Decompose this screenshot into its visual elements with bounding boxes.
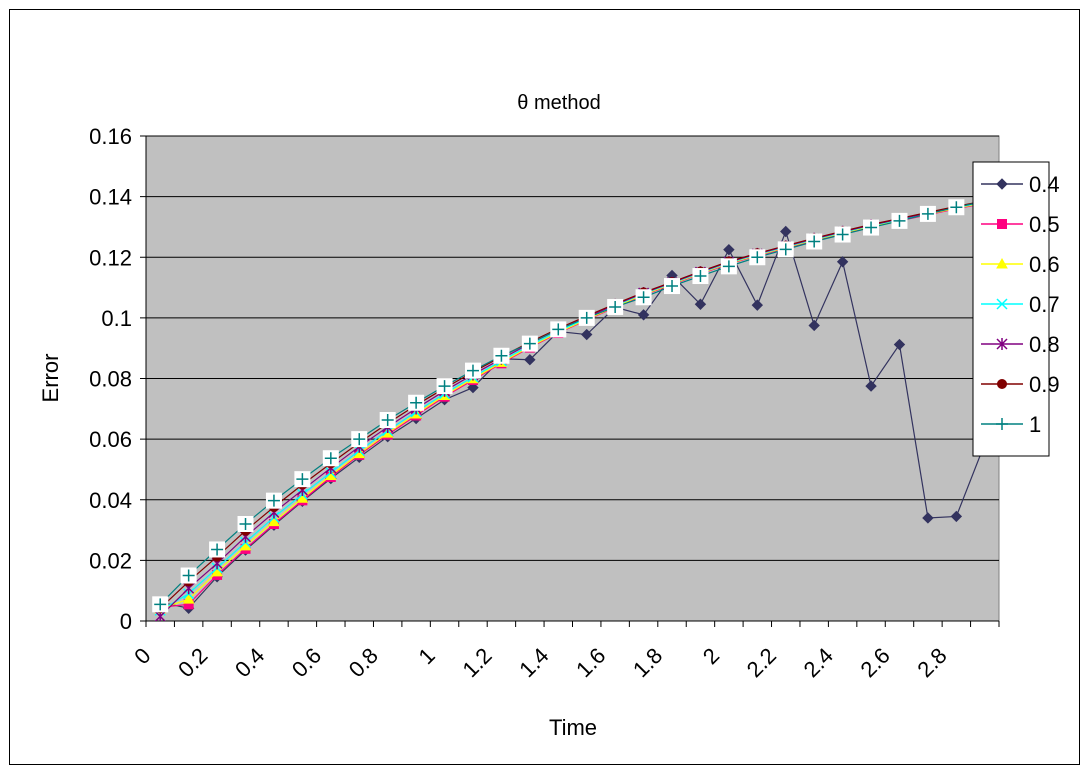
data-point bbox=[694, 270, 707, 283]
data-point bbox=[865, 380, 877, 392]
data-point bbox=[580, 311, 593, 324]
legend-label: 0.9 bbox=[1029, 372, 1060, 397]
legend-marker bbox=[996, 257, 1008, 269]
legend-marker bbox=[996, 418, 1008, 430]
data-point bbox=[182, 569, 195, 582]
series-1 bbox=[152, 193, 999, 613]
data-point bbox=[893, 214, 906, 227]
legend-label: 0.8 bbox=[1029, 332, 1060, 357]
data-point bbox=[694, 298, 707, 310]
data-point bbox=[893, 338, 906, 351]
legend-label: 0.7 bbox=[1029, 292, 1060, 317]
data-point bbox=[154, 598, 167, 611]
data-point bbox=[921, 207, 934, 220]
legend-marker bbox=[996, 338, 1008, 350]
data-point bbox=[524, 353, 536, 366]
data-point bbox=[239, 518, 252, 530]
data-point bbox=[723, 243, 735, 256]
data-point bbox=[410, 396, 423, 409]
y-tick-label: 0.06 bbox=[89, 427, 132, 452]
y-axis-label: Error bbox=[38, 354, 63, 403]
data-point bbox=[780, 225, 792, 238]
legend-marker bbox=[997, 219, 1007, 229]
data-point bbox=[438, 380, 451, 393]
data-point bbox=[267, 494, 280, 507]
data-point bbox=[552, 323, 565, 336]
data-point bbox=[353, 433, 366, 446]
data-point bbox=[808, 319, 820, 332]
legend-label: 0.5 bbox=[1029, 212, 1060, 237]
data-point bbox=[865, 221, 878, 234]
legend-item: 0.6 bbox=[981, 252, 1060, 277]
plot-area: 00.020.040.060.080.10.120.140.160 0.2 0.4 0… bbox=[89, 124, 1000, 682]
data-point bbox=[381, 414, 394, 427]
data-point bbox=[779, 243, 792, 256]
data-point bbox=[950, 201, 963, 214]
data-point bbox=[836, 228, 849, 241]
data-point bbox=[211, 543, 224, 556]
legend-label: 0.6 bbox=[1029, 252, 1060, 277]
data-point bbox=[182, 593, 195, 604]
data-point bbox=[808, 235, 821, 248]
data-point bbox=[950, 510, 963, 523]
data-point bbox=[751, 299, 764, 311]
y-tick-label: 0.14 bbox=[89, 185, 132, 210]
legend-item: 0.4 bbox=[981, 172, 1060, 197]
y-tick-label: 0.12 bbox=[89, 245, 132, 270]
data-point bbox=[836, 256, 849, 268]
legend-item: 0.5 bbox=[981, 212, 1060, 237]
data-point bbox=[324, 452, 337, 465]
series-layer bbox=[152, 193, 999, 621]
data-point bbox=[466, 364, 479, 377]
data-point bbox=[751, 251, 764, 264]
data-point bbox=[637, 309, 650, 321]
y-tick-label: 0.02 bbox=[89, 548, 132, 573]
y-tick-label: 0.16 bbox=[89, 124, 132, 149]
data-point bbox=[495, 349, 508, 362]
y-tick-label: 0 bbox=[120, 609, 132, 634]
data-point bbox=[666, 280, 679, 293]
legend-marker bbox=[996, 298, 1008, 310]
legend-item: 0.9 bbox=[981, 372, 1060, 397]
legend-box bbox=[972, 161, 1050, 457]
legend-item: 0.7 bbox=[981, 292, 1060, 317]
data-point bbox=[467, 381, 479, 394]
legend-marker bbox=[997, 379, 1007, 389]
data-point bbox=[722, 260, 735, 273]
legend-item: 0.8 bbox=[981, 332, 1060, 357]
y-tick-label: 0.1 bbox=[101, 306, 132, 331]
legend-label: 1 bbox=[1029, 412, 1041, 437]
legend: 0.4 0.5 0.6 0.7 0.8 0.9 1 bbox=[972, 161, 1060, 457]
data-point bbox=[268, 515, 280, 527]
y-tick-label: 0.08 bbox=[89, 367, 132, 392]
data-point bbox=[609, 300, 622, 313]
legend-marker bbox=[996, 178, 1008, 190]
data-point bbox=[637, 291, 650, 304]
x-axis-label: Time bbox=[549, 715, 597, 740]
y-tick-label: 0.04 bbox=[89, 488, 132, 513]
legend-label: 0.4 bbox=[1029, 172, 1060, 197]
data-point bbox=[581, 328, 593, 341]
data-point bbox=[922, 512, 934, 524]
data-point bbox=[296, 473, 309, 486]
chart-title: θ method bbox=[517, 92, 600, 114]
legend-item: 1 bbox=[981, 412, 1041, 437]
data-point bbox=[523, 337, 536, 350]
